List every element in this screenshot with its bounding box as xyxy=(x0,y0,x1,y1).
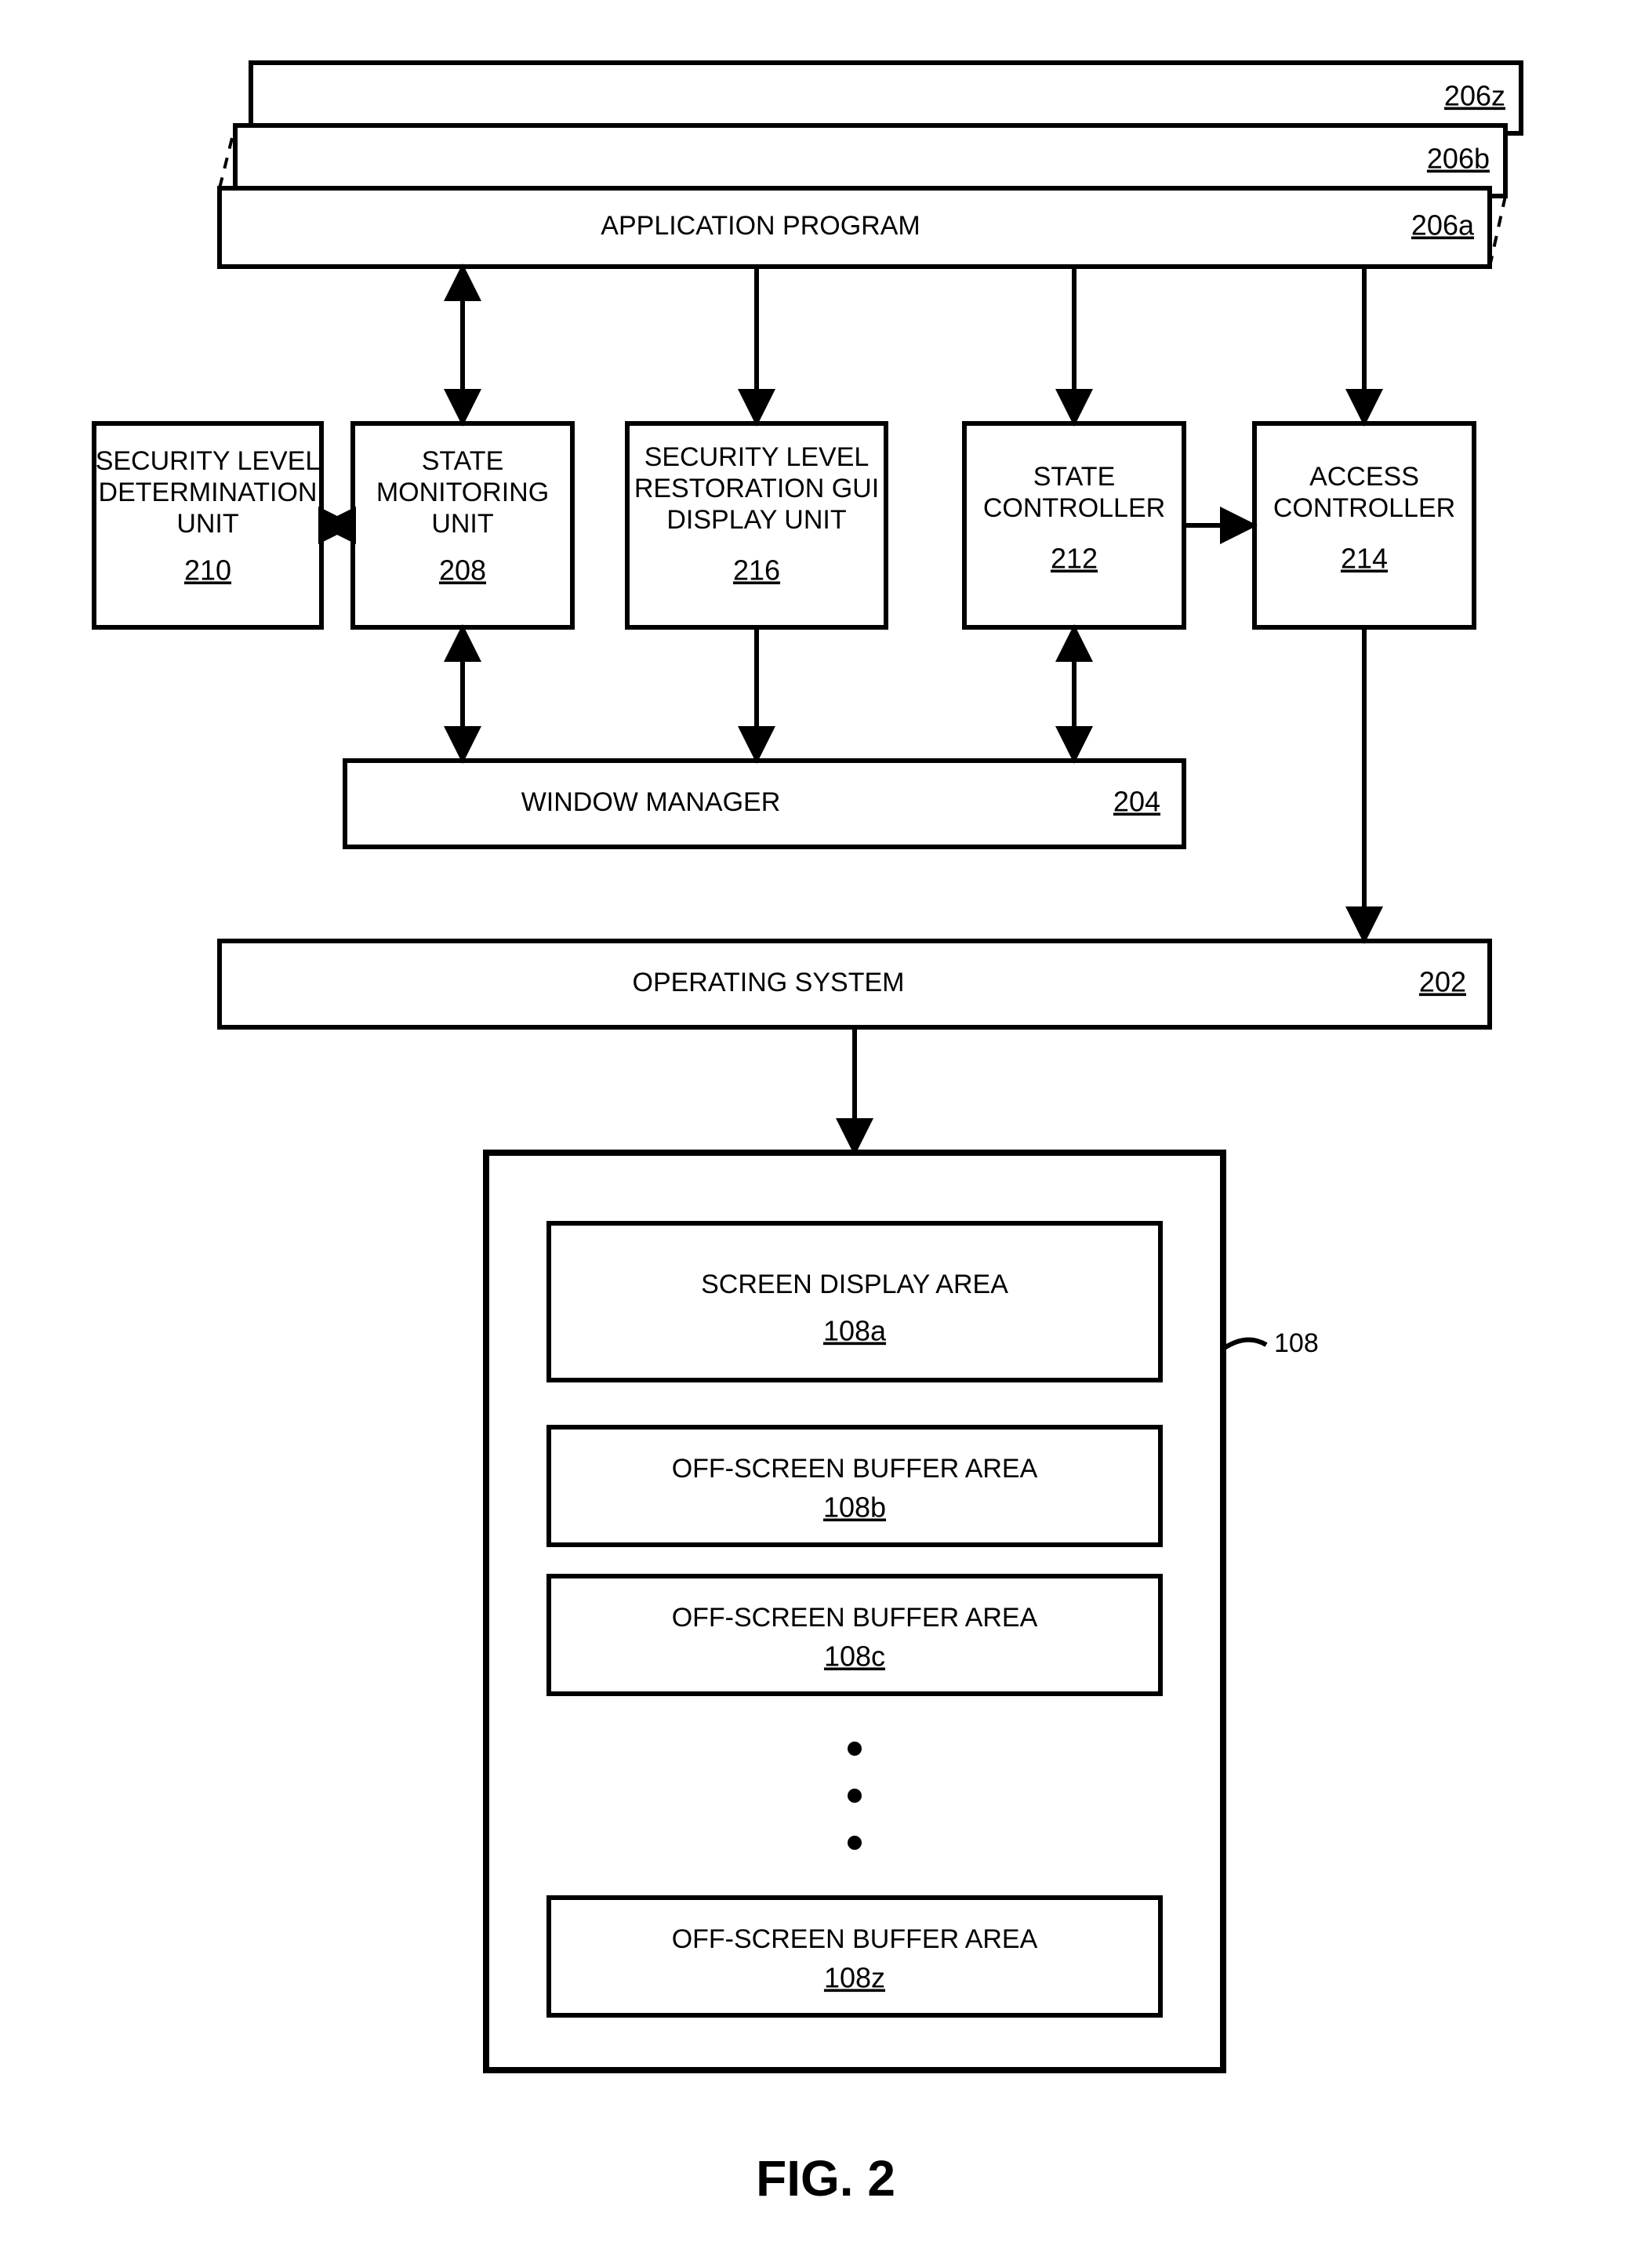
off-screen-buffer-b: OFF-SCREEN BUFFER AREA 108b xyxy=(549,1427,1160,1545)
off-screen-buffer-c: OFF-SCREEN BUFFER AREA 108c xyxy=(549,1576,1160,1694)
access-ctrl-l1: ACCESS xyxy=(1309,462,1419,492)
state-mon-l1: STATE xyxy=(422,446,504,476)
memory-block: 108 SCREEN DISPLAY AREA 108a OFF-SCREEN … xyxy=(486,1153,1319,2070)
app-stack-ref-b: 206b xyxy=(1427,143,1490,175)
app-stack: APPLICATION PROGRAM 206a 206b 206z xyxy=(220,63,1521,267)
app-stack-ref-z: 206z xyxy=(1444,80,1505,112)
mem-b-label: OFF-SCREEN BUFFER AREA xyxy=(672,1454,1038,1484)
sec-rest-ref: 216 xyxy=(733,554,780,587)
state-monitoring-unit: STATE MONITORING UNIT 208 xyxy=(353,423,572,627)
sec-rest-l3: DISPLAY UNIT xyxy=(666,505,846,535)
sec-det-l2: DETERMINATION xyxy=(99,478,318,507)
access-controller: ACCESS CONTROLLER 214 xyxy=(1254,423,1474,627)
winmgr-ref: 204 xyxy=(1113,786,1160,818)
sec-det-l3: UNIT xyxy=(176,509,238,539)
figure-caption: FIG. 2 xyxy=(756,2150,895,2207)
sec-rest-l1: SECURITY LEVEL xyxy=(644,442,870,472)
app-stack-mid xyxy=(235,125,1505,196)
operating-system: OPERATING SYSTEM 202 xyxy=(220,941,1490,1027)
security-level-determination-unit: SECURITY LEVEL DETERMINATION UNIT 210 xyxy=(94,423,321,627)
sec-rest-l2: RESTORATION GUI xyxy=(634,474,879,503)
sec-det-ref: 210 xyxy=(184,554,231,587)
memory-ref: 108 xyxy=(1274,1328,1319,1358)
mem-z-label: OFF-SCREEN BUFFER AREA xyxy=(672,1924,1038,1954)
mem-z-ref: 108z xyxy=(824,1962,885,1994)
app-stack-label: APPLICATION PROGRAM xyxy=(601,211,920,241)
window-manager: WINDOW MANAGER 204 xyxy=(345,761,1184,847)
state-ctrl-l1: STATE xyxy=(1033,462,1116,492)
off-screen-buffer-z: OFF-SCREEN BUFFER AREA 108z xyxy=(549,1898,1160,2015)
mem-c-ref: 108c xyxy=(824,1640,885,1673)
state-mon-ref: 208 xyxy=(439,554,486,587)
state-controller: STATE CONTROLLER 212 xyxy=(964,423,1184,627)
mem-b-ref: 108b xyxy=(823,1491,886,1524)
mem-a-label: SCREEN DISPLAY AREA xyxy=(701,1270,1008,1299)
state-mon-l2: MONITORING xyxy=(376,478,549,507)
sec-det-l1: SECURITY LEVEL xyxy=(96,446,321,476)
winmgr-label: WINDOW MANAGER xyxy=(521,787,781,817)
state-ctrl-ref: 212 xyxy=(1051,543,1098,575)
os-ref: 202 xyxy=(1419,966,1466,998)
app-stack-back xyxy=(251,63,1521,133)
app-stack-ref-a: 206a xyxy=(1411,209,1475,242)
mem-c-label: OFF-SCREEN BUFFER AREA xyxy=(672,1603,1038,1633)
access-ctrl-ref: 214 xyxy=(1341,543,1388,575)
access-ctrl-l2: CONTROLLER xyxy=(1273,493,1455,523)
security-level-restoration-gui-display-unit: SECURITY LEVEL RESTORATION GUI DISPLAY U… xyxy=(627,423,886,627)
state-mon-l3: UNIT xyxy=(431,509,493,539)
mem-a-ref: 108a xyxy=(823,1315,887,1347)
state-ctrl-l2: CONTROLLER xyxy=(983,493,1165,523)
os-label: OPERATING SYSTEM xyxy=(633,968,905,997)
unit-row: SECURITY LEVEL DETERMINATION UNIT 210 ST… xyxy=(94,423,1474,627)
screen-display-area: SCREEN DISPLAY AREA 108a xyxy=(549,1223,1160,1380)
